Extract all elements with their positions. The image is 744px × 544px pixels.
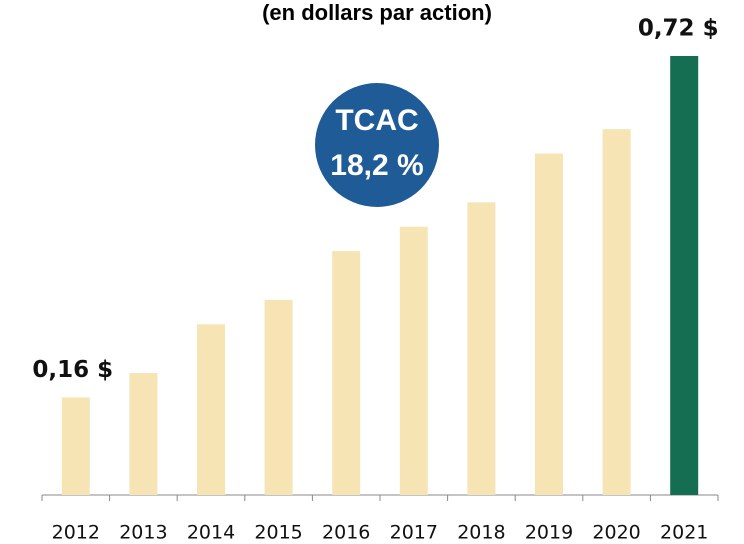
value-label: 0,16 $ xyxy=(32,357,113,383)
x-tick-label: 2018 xyxy=(457,522,505,544)
x-tick-label: 2014 xyxy=(187,522,235,544)
chart-title: (en dollars par action) xyxy=(262,0,492,25)
cagr-value: 18,2 % xyxy=(330,149,423,182)
bar xyxy=(399,226,428,495)
x-tick-label: 2013 xyxy=(119,522,167,544)
x-tick-label: 2017 xyxy=(390,522,438,544)
bar xyxy=(129,373,158,495)
cagr-badge xyxy=(315,83,439,207)
x-tick-label: 2012 xyxy=(52,522,100,544)
bar xyxy=(197,324,225,495)
bar xyxy=(535,153,563,496)
x-tick-label: 2019 xyxy=(525,522,573,544)
bar xyxy=(467,202,496,496)
x-tick-label: 2016 xyxy=(322,522,370,544)
bar xyxy=(264,299,293,495)
bar xyxy=(332,251,361,495)
bar xyxy=(602,129,631,495)
bar xyxy=(670,56,699,495)
x-tick-label: 2015 xyxy=(254,522,302,544)
cagr-title: TCAC xyxy=(335,104,418,137)
x-tick-label: 2021 xyxy=(660,522,708,544)
bar xyxy=(61,397,90,495)
value-label: 0,72 $ xyxy=(638,16,719,42)
x-tick-label: 2020 xyxy=(592,522,640,544)
